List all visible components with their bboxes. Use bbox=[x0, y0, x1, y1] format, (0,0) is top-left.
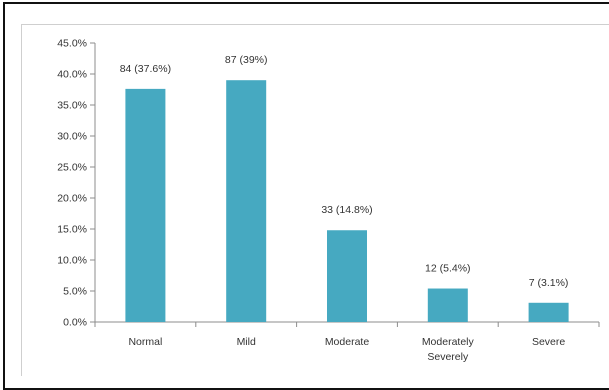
bar bbox=[427, 288, 468, 322]
category-label: Mild bbox=[237, 336, 256, 348]
data-label: 12 (5.4%) bbox=[425, 263, 471, 275]
data-label: 84 (37.6%) bbox=[120, 63, 171, 75]
category-label: Severe bbox=[532, 336, 565, 348]
bar bbox=[528, 302, 569, 322]
data-label: 7 (3.1%) bbox=[529, 277, 569, 289]
y-tick-label: 10.0% bbox=[57, 255, 87, 267]
chart-area bbox=[21, 24, 609, 376]
category-label: Moderately Severely bbox=[422, 336, 475, 363]
category-label-line: Severely bbox=[427, 351, 469, 363]
y-tick-label: 15.0% bbox=[57, 224, 87, 236]
y-tick-label: 30.0% bbox=[57, 131, 87, 143]
category-label-line: Moderately bbox=[422, 336, 475, 348]
data-label: 33 (14.8%) bbox=[321, 204, 372, 216]
y-tick-label: 40.0% bbox=[57, 69, 87, 81]
y-tick-label: 25.0% bbox=[57, 162, 87, 174]
data-label: 87 (39%) bbox=[225, 54, 268, 66]
bar bbox=[327, 230, 367, 322]
category-label: Moderate bbox=[325, 336, 370, 348]
y-tick-label: 45.0% bbox=[57, 38, 87, 50]
bar bbox=[125, 88, 166, 322]
category-label-line: Normal bbox=[128, 336, 162, 348]
category-label-line: Moderate bbox=[325, 336, 370, 348]
bar bbox=[226, 80, 267, 322]
chart-frame bbox=[3, 2, 609, 390]
y-tick-label: 20.0% bbox=[57, 193, 87, 205]
y-tick-label: 0.0% bbox=[63, 317, 87, 329]
category-label: Normal bbox=[128, 336, 162, 348]
category-label-line: Mild bbox=[237, 336, 256, 348]
y-tick-label: 35.0% bbox=[57, 100, 87, 112]
bar-chart: 0.0% 5.0% 10.0% 15.0% 20.0% 25.0% 30.0% 35.0% 40… bbox=[57, 38, 600, 363]
y-tick-label: 5.0% bbox=[63, 286, 87, 298]
category-label-line: Severe bbox=[532, 336, 565, 348]
